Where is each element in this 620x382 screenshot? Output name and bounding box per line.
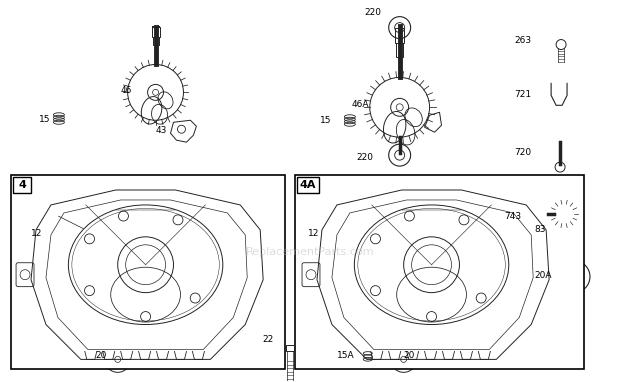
Text: 20A: 20A (534, 271, 552, 280)
FancyBboxPatch shape (295, 175, 584, 369)
Text: 12: 12 (31, 229, 42, 238)
FancyBboxPatch shape (11, 175, 285, 369)
Text: ReplacementParts.com: ReplacementParts.com (246, 247, 374, 257)
Text: 83: 83 (534, 225, 546, 235)
Text: 15: 15 (320, 116, 332, 125)
Text: 46: 46 (121, 86, 132, 95)
Text: 43: 43 (156, 126, 167, 135)
Text: 15A: 15A (337, 351, 355, 360)
Text: 4A: 4A (299, 180, 316, 190)
Text: 721: 721 (514, 90, 531, 99)
Text: 743: 743 (504, 212, 521, 222)
FancyBboxPatch shape (13, 177, 31, 193)
Text: 20: 20 (95, 351, 107, 360)
Text: 4: 4 (18, 180, 26, 190)
Text: 220: 220 (365, 8, 382, 17)
Text: 720: 720 (514, 147, 531, 157)
FancyBboxPatch shape (297, 177, 319, 193)
Text: 22: 22 (262, 335, 273, 344)
Text: 15: 15 (39, 115, 50, 124)
Text: 20: 20 (404, 351, 415, 360)
Text: 220: 220 (357, 153, 374, 162)
Text: 46A: 46A (352, 100, 370, 109)
Text: 263: 263 (514, 36, 531, 45)
Text: 12: 12 (308, 229, 319, 238)
